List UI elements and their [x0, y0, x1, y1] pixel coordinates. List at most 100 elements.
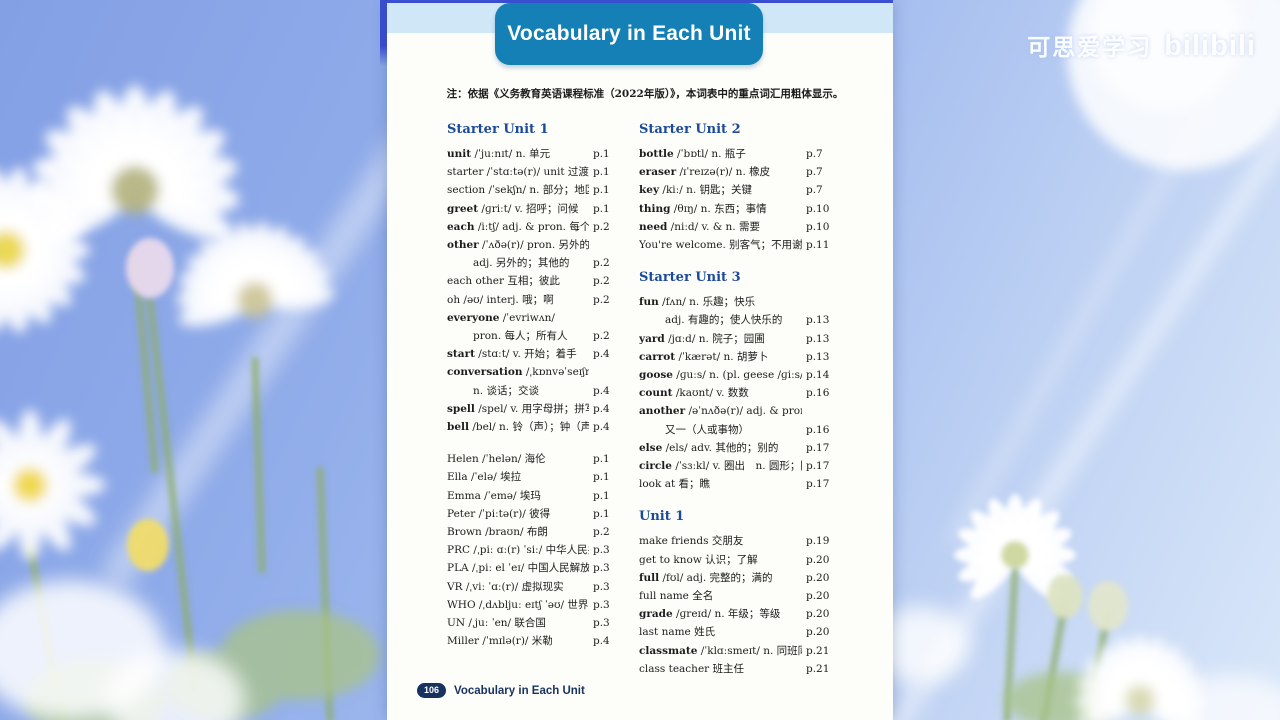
vocab-entry-line: need /niːd/ v. & n. 需要 p.10: [639, 218, 831, 236]
page-reference: p.1: [593, 507, 610, 520]
vocab-entry-line: count /kaʊnt/ v. 数数 p.16: [639, 384, 831, 402]
page-reference: p.17: [806, 441, 830, 454]
headword: count: [639, 387, 673, 400]
page-reference: p.3: [593, 580, 610, 593]
page-reference: p.3: [593, 617, 610, 630]
page-reference: p.21: [806, 644, 830, 657]
vocab-column-1: Starter Unit 1 unit /ˈjuːnɪt/ n. 单元 p.1 sta…: [447, 120, 618, 664]
vocab-entry-line: full /fʊl/ adj. 完整的；满的 p.20: [639, 569, 831, 587]
vocab-entry-line: circle /ˈsɜːkl/ v. 圈出 n. 圆形；圆圈p.17: [639, 457, 831, 475]
page-left-edge: [380, 0, 387, 66]
page-reference: p.14: [806, 369, 830, 382]
vocab-entry-line: starter /ˈstɑːtə(r)/ unit 过渡单元p.1: [447, 163, 618, 181]
vocab-entry-line: spell /spel/ v. 用字母拼；拼写 p.4: [447, 400, 618, 418]
page-reference: p.11: [806, 239, 830, 252]
headword: everyone: [447, 311, 500, 324]
vocab-entry-line: Helen /ˈhelən/ 海伦 p.1: [447, 450, 618, 468]
moon: [1067, 0, 1280, 170]
headword: start: [447, 348, 475, 361]
page-top-strip: [387, 0, 893, 3]
vocab-entry-line: section /ˈsekʃn/ n. 部分；地区 p.1: [447, 181, 618, 199]
unit-heading: Starter Unit 2: [639, 122, 741, 137]
page-reference: p.3: [593, 562, 610, 575]
vocab-entry-line: each other 互相；彼此 p.2: [447, 272, 618, 290]
headword: fun: [639, 296, 659, 309]
vocab-entry-line: bottle /ˈbɒtl/ n. 瓶子 p.7: [639, 145, 831, 163]
headword: grade: [639, 608, 673, 621]
page-reference: p.16: [806, 423, 830, 436]
headword: need: [639, 220, 668, 233]
page-reference: p.4: [593, 348, 610, 361]
page-reference: p.2: [593, 275, 610, 288]
page-reference: p.20: [806, 626, 830, 639]
vocab-entry-line: conversation /ˌkɒnvəˈseɪʃn/: [447, 366, 589, 379]
headword: another: [639, 405, 686, 418]
page-reference: p.2: [593, 330, 610, 343]
headword: greet: [447, 202, 479, 215]
vocab-column-2: Starter Unit 2 bottle /ˈbɒtl/ n. 瓶子 p.7 era…: [639, 120, 831, 692]
vocab-entry-line: eraser /ɪˈreɪzə(r)/ n. 橡皮 p.7: [639, 163, 831, 181]
vocab-entry-line: UN /ˌjuː ˈen/ 联合国 p.3: [447, 614, 618, 632]
vocab-entry-line: Brown /braʊn/ 布朗 p.2: [447, 523, 618, 541]
vocab-entry-line: greet /ɡriːt/ v. 招呼；问候 p.1: [447, 200, 618, 218]
page-reference: p.17: [806, 460, 830, 473]
headword: unit: [447, 148, 472, 160]
page-reference: p.7: [806, 166, 823, 179]
page-reference: p.2: [593, 220, 610, 233]
vocab-block: Starter Unit 2 bottle /ˈbɒtl/ n. 瓶子 p.7 era…: [639, 120, 831, 254]
page-reference: p.1: [593, 489, 610, 502]
page-reference: p.2: [593, 526, 610, 539]
page-reference: p.10: [806, 202, 830, 215]
page-reference: p.4: [593, 421, 610, 434]
unit-heading: Starter Unit 3: [639, 270, 741, 286]
page-reference: p.4: [593, 402, 610, 415]
vocab-block: Helen /ˈhelən/ 海伦 p.1 Ella /ˈelə/ 埃拉 p.1 Emm…: [447, 450, 618, 650]
vocab-block: Starter Unit 3 fun /fʌn/ n. 乐趣；快乐 adj. 有趣的…: [639, 268, 831, 493]
page-reference: p.10: [806, 220, 830, 233]
page-reference: p.2: [593, 293, 610, 306]
page-reference: p.1: [593, 471, 610, 484]
headword: circle: [639, 460, 672, 473]
headword: thing: [639, 202, 671, 215]
vocab-entry-line: fun /fʌn/ n. 乐趣；快乐: [639, 296, 756, 309]
page-reference: p.3: [593, 598, 610, 611]
headword: eraser: [639, 166, 677, 179]
headword: each: [447, 220, 475, 233]
page-reference: p.17: [806, 478, 830, 491]
vocab-entry-line: n. 谈话；交谈 p.4: [447, 382, 618, 400]
page-reference: p.16: [806, 387, 830, 400]
bilibili-logo: bilibili: [1164, 30, 1256, 62]
vocab-entry-line: pron. 每人；所有人 p.2: [447, 327, 618, 345]
page-reference: p.7: [806, 148, 823, 160]
page-reference: p.4: [593, 635, 610, 648]
vocab-entry-line: VR /ˌviː ˈɑː(r)/ 虚拟现实 p.3: [447, 578, 618, 596]
headword: spell: [447, 402, 475, 415]
page-reference: p.19: [806, 535, 830, 548]
vocab-entry-line: last name 姓氏 p.20: [639, 623, 831, 641]
vocab-entry-line: thing /θɪŋ/ n. 东西；事情 p.10: [639, 200, 831, 218]
headword: else: [639, 441, 663, 454]
vocab-entry-line: class teacher 班主任 p.21: [639, 660, 831, 678]
vocab-entry-line: yard /jɑːd/ n. 院子；园圃 p.13: [639, 330, 831, 348]
vocab-entry-line: everyone /ˈevriwʌn/: [447, 311, 555, 324]
vocab-entry-line: else /els/ adv. 其他的；别的 p.17: [639, 439, 831, 457]
vocab-entry-line: bell /bel/ n. 铃（声）；钟（声） p.4: [447, 418, 618, 436]
vocab-entry-line: another /əˈnʌðə(r)/ adj. & pron. 另一；: [639, 405, 802, 418]
headword: classmate: [639, 644, 698, 657]
unit-heading: Unit 1: [639, 509, 685, 525]
vocab-entry-line: get to know 认识；了解 p.20: [639, 551, 831, 569]
vocab-entry-line: PLA /ˌpiː el ˈeɪ/ 中国人民解放军 p.3: [447, 559, 618, 577]
page-reference: p.13: [806, 332, 830, 345]
headword: full: [639, 571, 660, 584]
vocab-block: Starter Unit 1 unit /ˈjuːnɪt/ n. 单元 p.1 sta…: [447, 120, 618, 436]
headword: bottle: [639, 148, 674, 160]
vocab-entry-line: 又一（人或事物） p.16: [639, 421, 831, 439]
vocab-entry-line: carrot /ˈkærət/ n. 胡萝卜 p.13: [639, 348, 831, 366]
page-reference: p.20: [806, 608, 830, 621]
vocab-entry-line: adj. 有趣的；使人快乐的 p.13: [639, 311, 831, 329]
vocab-entry-line: oh /əʊ/ interj. 哦；啊 p.2: [447, 291, 618, 309]
page-reference: p.21: [806, 662, 830, 675]
page-reference: p.4: [593, 384, 610, 397]
